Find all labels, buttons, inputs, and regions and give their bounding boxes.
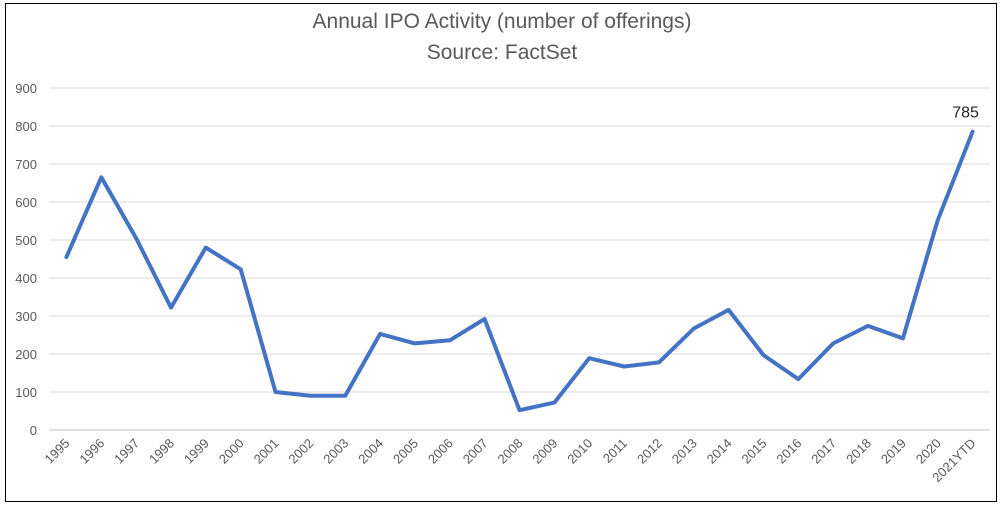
x-tick-label: 2011: [600, 436, 630, 466]
y-tick-label: 400: [15, 271, 37, 286]
x-tick-label: 2002: [285, 436, 316, 467]
x-tick-label: 2010: [564, 436, 595, 467]
y-tick-label: 600: [15, 195, 37, 210]
data-labels: 785: [952, 105, 979, 122]
x-tick-label: 2009: [529, 436, 560, 467]
x-tick-label: 2014: [704, 436, 735, 467]
y-tick-label: 900: [15, 81, 37, 96]
x-axis-tick-labels: 1995 1996 1997 1998 1999 2000 2001 2002 2003 2004…: [41, 436, 978, 485]
y-tick-label: 500: [15, 233, 37, 248]
series-group: [64, 129, 975, 413]
gridlines: [49, 87, 990, 431]
x-tick-label: 2017: [808, 436, 839, 467]
x-tick-label: 2003: [320, 436, 351, 467]
x-tick-label: 2016: [773, 436, 804, 467]
x-tick-label: 2008: [495, 436, 526, 467]
y-tick-label: 300: [15, 309, 37, 324]
chart-title: Annual IPO Activity (number of offerings…: [312, 10, 692, 33]
x-tick-label: 2018: [843, 436, 874, 467]
data-label: 785: [952, 105, 979, 122]
chart-frame: [5, 3, 997, 502]
x-tick-label: 1996: [76, 436, 107, 467]
x-tick-label: 2006: [425, 436, 456, 467]
x-tick-label: 2013: [669, 436, 700, 467]
y-tick-label: 200: [15, 347, 37, 362]
x-tick-label: 2005: [390, 436, 421, 467]
x-tick-label: 1999: [181, 436, 212, 467]
x-tick-label: 2012: [634, 436, 665, 467]
x-tick-label: 2007: [460, 436, 491, 467]
y-tick-label: 700: [15, 157, 37, 172]
y-axis-tick-labels: 0 100 200 300 400 500 600 700 800 900: [15, 81, 37, 438]
x-tick-label: 2020: [913, 436, 944, 467]
y-tick-label: 0: [30, 423, 37, 438]
chart-subtitle: Source: FactSet: [426, 41, 578, 64]
x-tick-label: 1995: [41, 436, 72, 467]
x-tick-label: 1997: [111, 436, 142, 467]
x-tick-label: 2000: [216, 436, 247, 467]
x-tick-label: 1998: [146, 436, 177, 467]
y-tick-label: 100: [15, 385, 37, 400]
x-tick-label: 2004: [355, 436, 386, 467]
series-line: [64, 129, 975, 413]
x-tick-label: 2015: [739, 436, 770, 467]
x-tick-label: 2019: [878, 436, 909, 467]
x-tick-label: 2001: [251, 436, 282, 467]
y-tick-label: 800: [15, 119, 37, 134]
